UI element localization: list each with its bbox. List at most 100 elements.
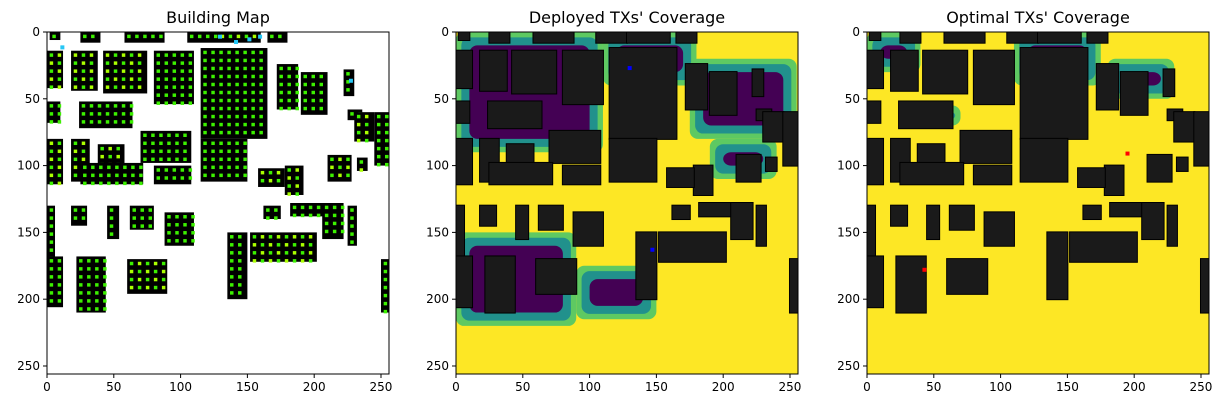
window-mark	[121, 120, 126, 124]
building	[899, 101, 953, 129]
window-mark	[205, 34, 210, 39]
window-mark	[87, 307, 91, 311]
window-mark	[243, 90, 247, 95]
window-mark	[83, 34, 87, 39]
window-mark	[153, 277, 158, 282]
window-mark	[284, 251, 289, 255]
y-tick-label: 250	[837, 359, 860, 373]
window-mark	[172, 93, 177, 97]
y-tick-label: 150	[17, 225, 40, 239]
y-tick-label: 0	[852, 25, 860, 39]
window-mark	[57, 173, 62, 178]
y-tick-label: 200	[17, 292, 40, 306]
window-mark	[57, 141, 62, 146]
window-mark	[238, 243, 242, 247]
window-mark	[145, 285, 150, 290]
window-mark	[107, 165, 111, 170]
window-mark	[49, 112, 54, 116]
window-mark	[103, 307, 107, 311]
window-mark	[213, 34, 218, 39]
window-mark	[243, 165, 247, 170]
window-mark	[129, 277, 134, 282]
window-mark	[95, 275, 99, 279]
window-mark	[235, 165, 239, 170]
window-mark	[230, 243, 234, 247]
window-mark	[244, 34, 249, 39]
window-mark	[276, 235, 281, 239]
building	[667, 168, 694, 187]
window-mark	[243, 122, 247, 127]
window-mark	[228, 34, 233, 39]
window-mark	[238, 283, 242, 287]
window-mark	[259, 74, 263, 79]
window-mark	[227, 106, 231, 111]
window-mark	[243, 157, 247, 162]
window-mark	[156, 85, 161, 89]
window-mark	[308, 205, 313, 210]
window-mark	[95, 259, 99, 263]
window-mark	[259, 122, 263, 127]
window-mark	[243, 106, 247, 111]
x-tick-label: 50	[926, 380, 941, 394]
window-mark	[252, 243, 257, 247]
building	[1176, 157, 1188, 171]
window-mark	[203, 90, 207, 95]
window-mark	[156, 61, 161, 65]
window-mark	[235, 173, 239, 178]
building	[752, 69, 764, 97]
window-mark	[319, 82, 324, 87]
building	[923, 50, 968, 94]
window-mark	[227, 74, 231, 79]
window-mark	[57, 181, 62, 186]
window-mark	[113, 53, 118, 57]
window-mark	[219, 149, 223, 154]
window-mark	[167, 149, 171, 154]
window-mark	[219, 141, 223, 146]
x-tick-label: 150	[236, 380, 259, 394]
window-mark	[87, 283, 91, 287]
window-mark	[311, 82, 315, 87]
coverage-region-none	[589, 279, 644, 306]
window-mark	[145, 269, 150, 274]
window-mark	[252, 235, 257, 239]
window-mark	[49, 248, 54, 252]
building	[456, 256, 473, 308]
window-mark	[49, 53, 54, 57]
window-mark	[260, 251, 265, 255]
window-mark	[129, 285, 134, 290]
window-mark	[295, 176, 299, 180]
window-mark	[251, 50, 255, 55]
window-mark	[219, 157, 223, 162]
window-mark	[113, 61, 118, 65]
window-mark	[151, 133, 155, 138]
window-mark	[238, 291, 242, 295]
window-mark	[227, 114, 231, 119]
window-mark	[211, 90, 215, 95]
window-mark	[121, 112, 126, 116]
building	[867, 138, 884, 185]
window-mark	[364, 138, 369, 143]
building	[1083, 205, 1101, 220]
window-mark	[129, 104, 134, 108]
window-mark	[266, 208, 270, 212]
window-mark	[49, 173, 54, 178]
window-mark	[139, 165, 143, 170]
window-mark	[243, 114, 247, 119]
window-mark	[131, 165, 135, 170]
window-mark	[113, 104, 118, 108]
building	[80, 162, 144, 185]
window-mark	[311, 106, 315, 111]
window-mark	[164, 101, 169, 105]
window-mark	[259, 82, 263, 87]
window-mark	[259, 114, 263, 119]
window-mark	[346, 173, 350, 178]
window-mark	[95, 267, 99, 271]
window-mark	[137, 85, 142, 89]
window-mark	[137, 285, 142, 290]
window-mark	[235, 50, 239, 55]
window-mark	[87, 267, 91, 271]
window-mark	[89, 61, 94, 65]
x-tick-label: 0	[43, 380, 51, 394]
building	[756, 205, 766, 246]
